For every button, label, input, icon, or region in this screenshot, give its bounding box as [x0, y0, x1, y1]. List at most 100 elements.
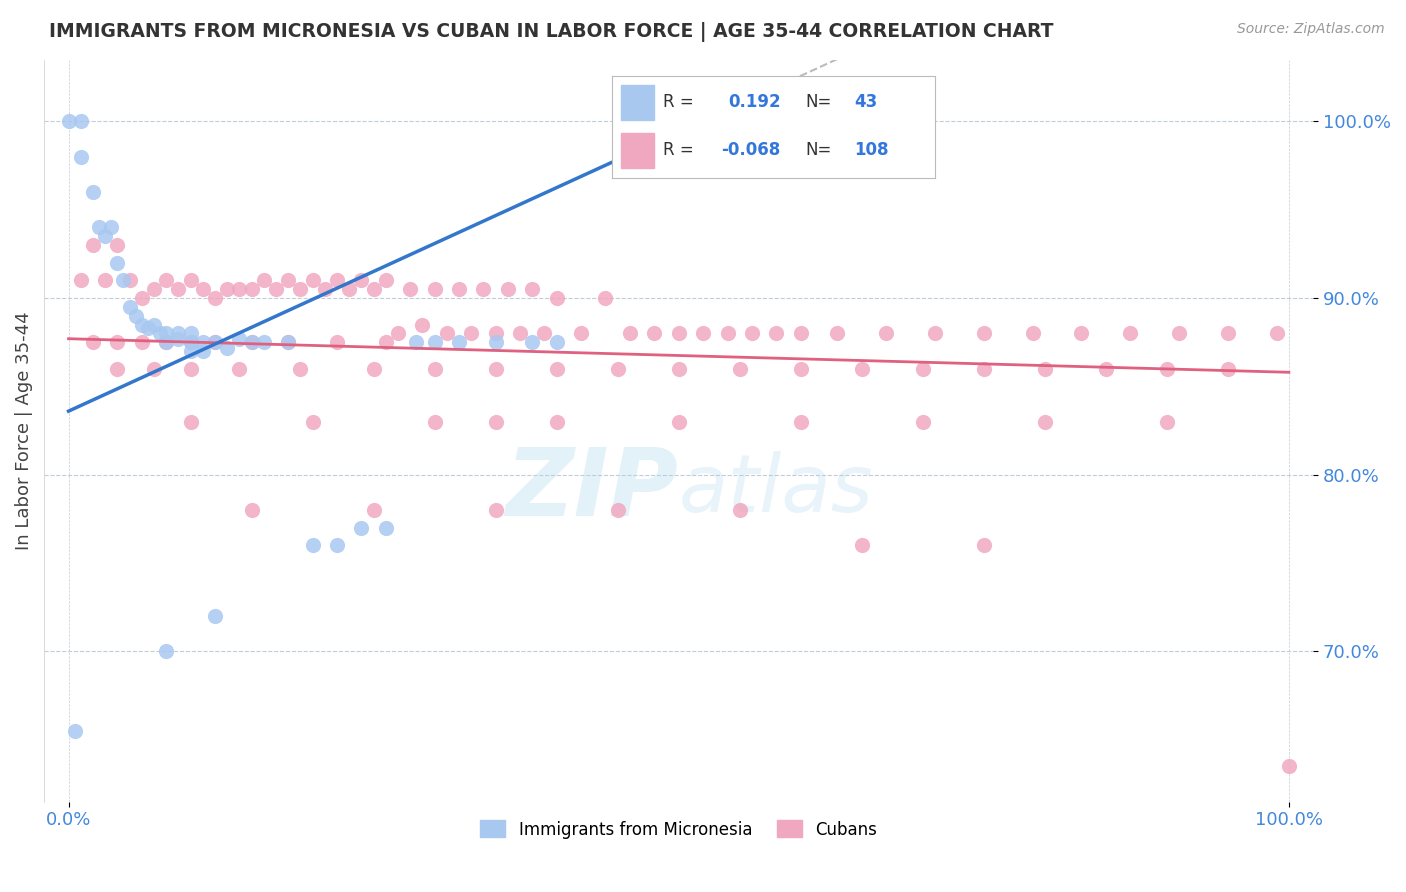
Point	[447, 282, 470, 296]
Point	[118, 273, 141, 287]
Point	[290, 361, 312, 376]
Point	[387, 326, 409, 341]
Text: -0.068: -0.068	[721, 141, 780, 159]
Point	[82, 335, 104, 350]
Point	[569, 326, 592, 341]
Point	[546, 415, 568, 429]
Text: IMMIGRANTS FROM MICRONESIA VS CUBAN IN LABOR FORCE | AGE 35-44 CORRELATION CHART: IMMIGRANTS FROM MICRONESIA VS CUBAN IN L…	[49, 22, 1053, 42]
Point	[1265, 326, 1288, 341]
Point	[217, 341, 239, 355]
Point	[204, 291, 226, 305]
Point	[301, 273, 323, 287]
Point	[326, 273, 349, 287]
Point	[217, 282, 239, 296]
Point	[155, 273, 177, 287]
Point	[167, 282, 190, 296]
Point	[155, 335, 177, 350]
Point	[509, 326, 531, 341]
Point	[240, 282, 263, 296]
Point	[58, 114, 80, 128]
Point	[485, 415, 508, 429]
Point	[301, 415, 323, 429]
Point	[105, 238, 128, 252]
Point	[827, 326, 849, 341]
Point	[131, 291, 153, 305]
Point	[204, 335, 226, 350]
Point	[94, 229, 117, 244]
Point	[363, 503, 385, 517]
Point	[180, 361, 202, 376]
Point	[875, 326, 897, 341]
Point	[180, 326, 202, 341]
Point	[485, 335, 508, 350]
Text: atlas: atlas	[679, 451, 873, 529]
Point	[131, 318, 153, 332]
Point	[485, 361, 508, 376]
Point	[423, 415, 446, 429]
Point	[460, 326, 482, 341]
Text: 108: 108	[855, 141, 889, 159]
Point	[595, 291, 617, 305]
Point	[167, 332, 190, 346]
Legend: Immigrants from Micronesia, Cubans: Immigrants from Micronesia, Cubans	[474, 814, 884, 846]
Point	[1168, 326, 1191, 341]
Point	[436, 326, 458, 341]
Point	[112, 273, 135, 287]
Text: ZIP: ZIP	[506, 444, 679, 536]
Point	[191, 282, 214, 296]
Point	[87, 220, 110, 235]
Point	[546, 291, 568, 305]
Point	[790, 361, 813, 376]
Text: R =: R =	[664, 141, 695, 159]
Point	[1033, 415, 1056, 429]
Point	[472, 282, 495, 296]
Point	[423, 361, 446, 376]
Point	[374, 521, 396, 535]
Point	[155, 335, 177, 350]
Point	[228, 332, 250, 346]
Point	[741, 326, 763, 341]
Point	[619, 326, 641, 341]
Point	[180, 415, 202, 429]
Text: 0.192: 0.192	[728, 94, 780, 112]
Point	[314, 282, 336, 296]
Point	[1216, 326, 1239, 341]
Point	[1156, 415, 1178, 429]
Point	[765, 326, 787, 341]
Point	[264, 282, 287, 296]
Text: R =: R =	[664, 94, 695, 112]
Point	[1278, 759, 1301, 773]
Point	[63, 723, 86, 738]
Point	[423, 335, 446, 350]
Point	[350, 521, 373, 535]
Point	[277, 335, 299, 350]
Point	[204, 609, 226, 624]
Point	[851, 361, 873, 376]
Point	[204, 335, 226, 350]
Point	[911, 361, 934, 376]
Point	[105, 361, 128, 376]
Point	[668, 361, 690, 376]
Point	[301, 538, 323, 552]
Point	[546, 361, 568, 376]
Point	[1070, 326, 1092, 341]
Point	[290, 282, 312, 296]
Point	[118, 300, 141, 314]
Point	[326, 538, 349, 552]
Point	[1119, 326, 1142, 341]
Point	[973, 326, 995, 341]
Point	[180, 344, 202, 359]
Point	[728, 503, 751, 517]
Point	[142, 361, 165, 376]
Point	[191, 335, 214, 350]
Point	[124, 309, 146, 323]
Point	[105, 335, 128, 350]
Point	[82, 185, 104, 199]
Point	[546, 335, 568, 350]
Point	[326, 335, 349, 350]
Point	[82, 238, 104, 252]
Point	[924, 326, 946, 341]
Point	[485, 503, 508, 517]
Point	[1156, 361, 1178, 376]
Point	[374, 335, 396, 350]
